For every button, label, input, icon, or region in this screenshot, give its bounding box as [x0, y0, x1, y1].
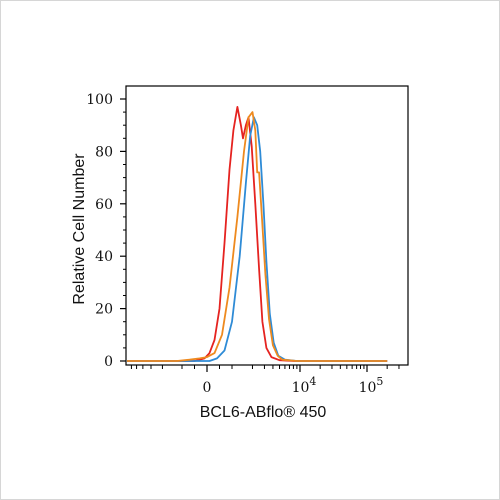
y-tick-label: 100: [86, 92, 113, 108]
x-axis: 0 104 105: [130, 365, 400, 396]
plot-area-border: [125, 85, 409, 366]
y-tick-label: 60: [95, 197, 113, 213]
x-tick-label: 104: [292, 375, 317, 396]
x-axis-title: BCL6-ABflo® 450: [200, 404, 327, 421]
y-tick-label: 80: [95, 144, 113, 160]
series-line-1: [127, 106, 388, 362]
y-tick-label: 40: [95, 249, 113, 265]
x-tick-label: 105: [359, 375, 384, 396]
y-axis-title: Relative Cell Number: [71, 153, 88, 305]
x-tick-label: 0: [203, 380, 212, 396]
y-tick-label: 20: [95, 302, 113, 318]
y-axis: 0 20 40 60 80 100: [86, 92, 126, 370]
series-line-3: [127, 111, 388, 362]
y-tick-label: 0: [104, 354, 113, 370]
series-layer: [127, 106, 388, 362]
